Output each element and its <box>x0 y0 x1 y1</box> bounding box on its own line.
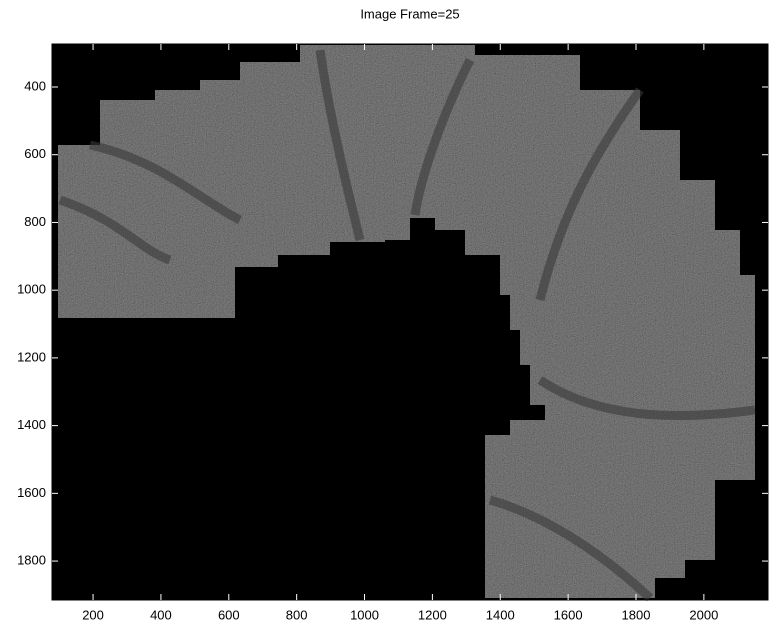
y-tick-label: 1600 <box>17 485 46 500</box>
y-tick-label: 600 <box>24 146 46 161</box>
x-tick-label: 1600 <box>554 607 583 622</box>
x-tick-label: 600 <box>218 607 240 622</box>
y-tick-label: 800 <box>24 214 46 229</box>
x-tick-label: 1400 <box>486 607 515 622</box>
y-tick-label: 400 <box>24 78 46 93</box>
y-tick-label: 1000 <box>17 282 46 297</box>
chart-title: Image Frame=25 <box>360 6 459 21</box>
x-tick-label: 400 <box>150 607 172 622</box>
x-tick-label: 1200 <box>418 607 447 622</box>
x-tick-label: 2000 <box>689 607 718 622</box>
chart: Image Frame=25 200 400 600 800 1000 1200 1400 1… <box>0 0 771 628</box>
x-tick-label: 800 <box>286 607 308 622</box>
y-tick-label: 1400 <box>17 417 46 432</box>
x-tick-label: 1800 <box>622 607 651 622</box>
x-tick-label: 200 <box>82 607 104 622</box>
x-tick-label: 1000 <box>350 607 379 622</box>
y-tick-label: 1200 <box>17 349 46 364</box>
y-tick-label: 1800 <box>17 552 46 567</box>
